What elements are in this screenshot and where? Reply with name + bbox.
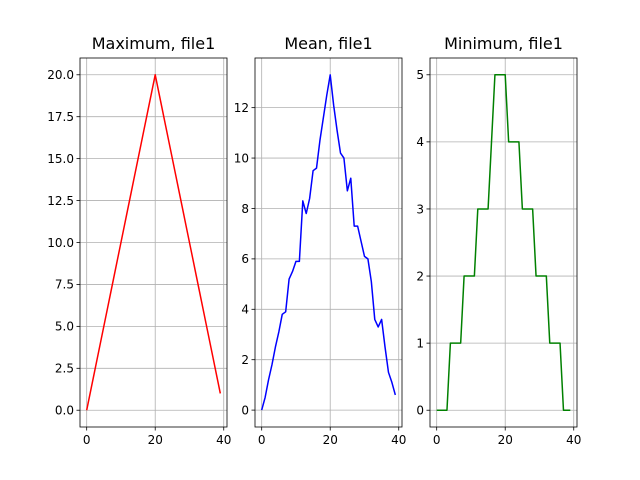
- subplots: 0 20 400.02.55.07.510.012.515.017.520.0Max…: [47, 34, 581, 447]
- maximum-y-tick-label: 0.0: [55, 404, 74, 418]
- minimum-y-tick-label: 4: [416, 135, 424, 149]
- mean-y-tick-label: 0: [241, 403, 249, 417]
- minimum-y-tick-label: 5: [416, 68, 424, 82]
- maximum-series-line: [85, 74, 222, 411]
- mean-axes-frame: [254, 57, 403, 428]
- maximum-y-tick-label: 12.5: [47, 194, 74, 208]
- minimum-series-line: [436, 74, 571, 411]
- mean-y-tick-label: 6: [241, 252, 249, 266]
- mean-grid: [255, 58, 402, 427]
- mean-x-tick-label: 20: [323, 433, 338, 447]
- minimum-x-tick-label: 40: [566, 433, 581, 447]
- mean-y-tick-label: 2: [241, 353, 249, 367]
- minimum-x-tick-label: 0: [433, 433, 441, 447]
- maximum-title: Maximum, file1: [92, 34, 216, 53]
- mean-y-tick-label: 4: [241, 303, 249, 317]
- mean-series-line: [260, 74, 397, 411]
- maximum-x-tick-label: 0: [83, 433, 91, 447]
- minimum-axes-frame: [429, 57, 578, 428]
- minimum-subplot: 0 20 40 0 1 2 3 4 5 Minimum, file1: [416, 34, 581, 447]
- mean-x-tick-label: 0: [258, 433, 266, 447]
- mean-y-tick-label: 8: [241, 202, 249, 216]
- minimum-y-tick-label: 3: [416, 202, 424, 216]
- mean-subplot: 0 20 40 0 2 4 6 8 10 12 Mean, file1: [234, 34, 407, 447]
- maximum-x-tick-label: 20: [148, 433, 163, 447]
- minimum-y-tick-label: 2: [416, 269, 424, 283]
- maximum-y-tick-label: 17.5: [47, 110, 74, 124]
- minimum-y-tick-label: 1: [416, 336, 424, 350]
- mean-y-tick-label: 12: [234, 101, 249, 115]
- maximum-y-tick-label: 2.5: [55, 362, 74, 376]
- maximum-y-tick-label: 10.0: [47, 236, 74, 250]
- mean-y-tick-label: 10: [234, 151, 249, 165]
- maximum-subplot: 0 20 40 0.0 2.5 5.0 7.5 10.0 12.5 15.0 17.5 20.0 Max…: [47, 34, 231, 447]
- mean-x-tick-label: 40: [391, 433, 406, 447]
- minimum-title: Minimum, file1: [444, 34, 563, 53]
- maximum-x-tick-label: 40: [216, 433, 231, 447]
- minimum-x-tick-label: 20: [498, 433, 513, 447]
- maximum-y-tick-label: 20.0: [47, 68, 74, 82]
- minimum-y-tick-label: 0: [416, 404, 424, 418]
- maximum-y-tick-label: 5.0: [55, 320, 74, 334]
- maximum-y-tick-label: 15.0: [47, 152, 74, 166]
- mean-title: Mean, file1: [284, 34, 372, 53]
- maximum-y-tick-label: 7.5: [55, 278, 74, 292]
